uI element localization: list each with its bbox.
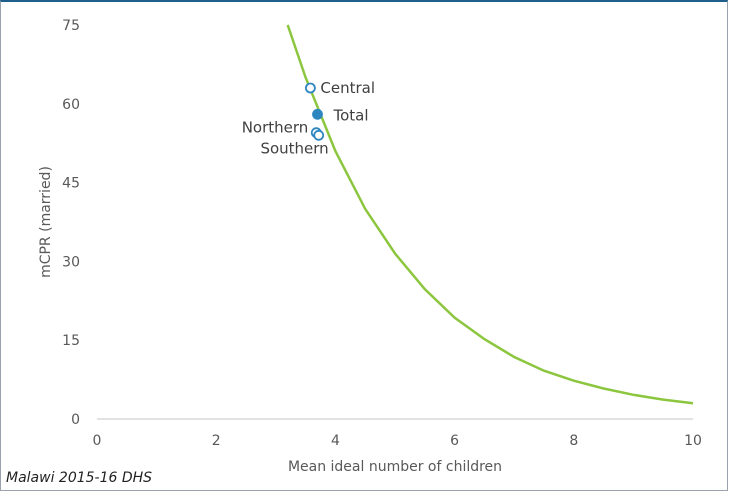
y-tick-label: 60 [62,97,80,113]
data-label-northern: Northern [242,119,309,137]
x-tick-label: 6 [450,433,459,449]
y-tick-label: 75 [62,18,80,34]
data-label-southern: Southern [260,139,328,157]
x-tick-label: 2 [212,433,221,449]
x-tick-label: 0 [93,433,102,449]
source-note: Malawi 2015-16 DHS [6,470,153,486]
y-tick-label: 45 [62,176,80,192]
y-tick-label: 15 [62,333,80,349]
x-tick-label: 8 [569,433,578,449]
data-point-total [312,108,323,120]
data-label-total: Total [333,106,369,124]
data-points: Central Total Northern Southern [242,79,375,157]
data-label-central: Central [320,79,375,97]
y-axis-title: mCPR (married) [38,166,54,278]
x-tick-label: 10 [684,433,702,449]
x-tick-label: 4 [331,433,340,449]
fitted-curve [286,24,694,405]
y-tick-label: 30 [62,254,80,270]
x-axis-title: Mean ideal number of children [288,459,502,475]
y-tick-labels: 0 15 30 45 60 75 [62,18,80,428]
data-point-central [304,82,316,94]
x-tick-labels: 0 2 4 6 8 10 [93,433,702,449]
y-tick-label: 0 [71,412,80,428]
data-point-southern [313,129,325,141]
